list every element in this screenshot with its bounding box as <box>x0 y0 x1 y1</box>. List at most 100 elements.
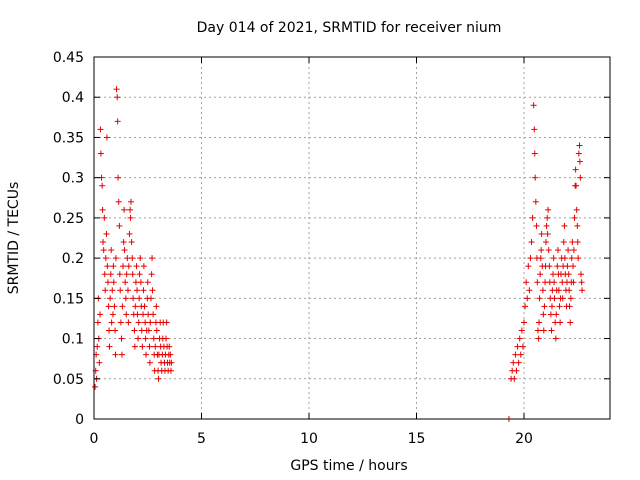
data-point <box>568 255 575 262</box>
data-point <box>577 174 584 181</box>
data-point <box>168 359 175 366</box>
data-point <box>565 247 572 254</box>
data-point <box>107 271 114 278</box>
data-point <box>564 263 571 270</box>
y-tick-label: 0.1 <box>62 332 84 348</box>
data-point <box>130 295 137 302</box>
data-point <box>167 367 174 374</box>
data-point <box>538 247 545 254</box>
data-point <box>559 295 566 302</box>
data-point <box>135 319 142 326</box>
data-point <box>518 327 525 334</box>
data-point <box>155 375 162 382</box>
x-axis-ticks: 0 5 10 15 20 <box>90 57 533 447</box>
data-point <box>571 214 578 221</box>
data-point <box>126 230 133 237</box>
data-point <box>149 287 156 294</box>
data-point <box>136 295 143 302</box>
data-point <box>536 295 543 302</box>
data-point <box>122 279 129 286</box>
data-point <box>575 150 582 157</box>
data-point <box>554 263 561 270</box>
data-point <box>543 222 550 229</box>
data-point <box>517 351 524 358</box>
data-point <box>545 206 552 213</box>
data-point <box>113 86 120 93</box>
data-point <box>108 319 115 326</box>
data-point <box>114 94 121 101</box>
data-point <box>532 174 539 181</box>
data-point <box>530 102 537 109</box>
data-point <box>103 134 110 141</box>
data-point <box>150 335 157 342</box>
data-point <box>125 263 132 270</box>
data-point <box>101 271 108 278</box>
data-point <box>534 327 541 334</box>
data-point <box>514 343 521 350</box>
data-point <box>147 319 154 326</box>
data-point <box>123 311 130 318</box>
data-point <box>115 174 122 181</box>
data-point <box>576 158 583 165</box>
data-point <box>561 222 568 229</box>
data-point <box>117 287 124 294</box>
data-point <box>140 311 147 318</box>
y-tick-label: 0.25 <box>53 211 84 227</box>
data-point <box>99 182 106 189</box>
data-point <box>112 351 119 358</box>
data-point <box>112 327 119 334</box>
data-point <box>127 214 134 221</box>
data-point <box>129 271 136 278</box>
data-point <box>145 327 152 334</box>
y-tick-label: 0.15 <box>53 291 84 307</box>
data-point <box>141 303 148 310</box>
data-point <box>132 303 139 310</box>
data-point <box>163 319 170 326</box>
data-point <box>167 351 174 358</box>
data-point <box>110 263 117 270</box>
data-point <box>524 295 531 302</box>
data-point <box>104 263 111 270</box>
data-point <box>118 351 125 358</box>
data-point <box>537 271 544 278</box>
data-point <box>146 359 153 366</box>
data-point <box>148 271 155 278</box>
data-point <box>544 230 551 237</box>
data-point <box>92 383 99 390</box>
data-point <box>575 255 582 262</box>
data-point <box>561 255 568 262</box>
data-point <box>124 287 131 294</box>
data-point <box>140 287 147 294</box>
data-point <box>565 271 572 278</box>
data-point <box>550 271 557 278</box>
data-point <box>153 327 160 334</box>
data-point <box>102 255 109 262</box>
y-tick-label: 0.2 <box>62 251 84 267</box>
data-point <box>546 263 553 270</box>
data-point <box>551 295 558 302</box>
data-point <box>544 214 551 221</box>
data-point <box>513 367 520 374</box>
data-points <box>92 86 586 422</box>
data-point <box>136 271 143 278</box>
data-point <box>532 198 539 205</box>
data-point <box>556 303 563 310</box>
data-point <box>574 239 581 246</box>
data-point <box>515 359 522 366</box>
data-point <box>536 319 543 326</box>
data-point <box>101 214 108 221</box>
data-point <box>129 255 136 262</box>
data-point <box>553 311 560 318</box>
data-point <box>116 271 123 278</box>
data-point <box>121 206 128 213</box>
data-point <box>135 335 142 342</box>
data-point <box>125 319 132 326</box>
data-point <box>97 150 104 157</box>
data-point <box>96 359 103 366</box>
data-point <box>112 255 119 262</box>
data-point <box>127 206 134 213</box>
y-tick-label: 0 <box>75 412 84 428</box>
data-point <box>548 327 555 334</box>
data-point <box>550 255 557 262</box>
